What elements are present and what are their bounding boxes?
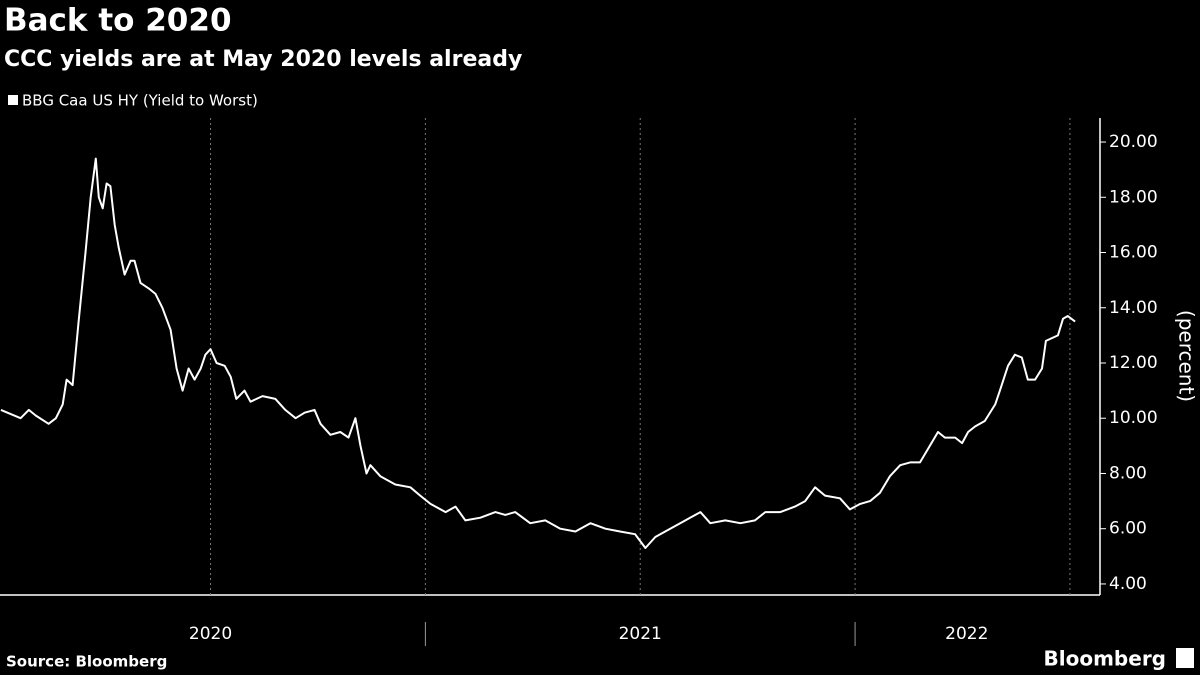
y-tick-label: 12.00 — [1109, 353, 1158, 373]
brand: Bloomberg — [1044, 647, 1166, 671]
brand-icon — [1176, 648, 1194, 668]
y-tick-label: 8.00 — [1109, 463, 1147, 483]
x-tick-label: 2022 — [945, 624, 988, 644]
y-tick-label: 18.00 — [1109, 187, 1158, 207]
y-tick-label: 20.00 — [1109, 132, 1158, 152]
y-tick-label: 6.00 — [1109, 519, 1147, 539]
x-tick-label: 2020 — [189, 624, 232, 644]
y-tick-label: 16.00 — [1109, 243, 1158, 263]
data-line — [0, 157, 1076, 549]
y-tick-label: 14.00 — [1109, 298, 1158, 318]
chart-title: Back to 2020 — [4, 3, 232, 39]
source: Source: Bloomberg — [6, 653, 167, 671]
x-tick-label: 2021 — [619, 624, 662, 644]
legend-label: BBG Caa US HY (Yield to Worst) — [22, 92, 258, 110]
y-axis-label: (percent) — [1175, 310, 1199, 402]
chart-subtitle: CCC yields are at May 2020 levels alread… — [4, 47, 522, 72]
y-tick-label: 10.00 — [1109, 408, 1158, 428]
legend-swatch — [8, 95, 18, 105]
y-tick-label: 4.00 — [1109, 574, 1147, 594]
